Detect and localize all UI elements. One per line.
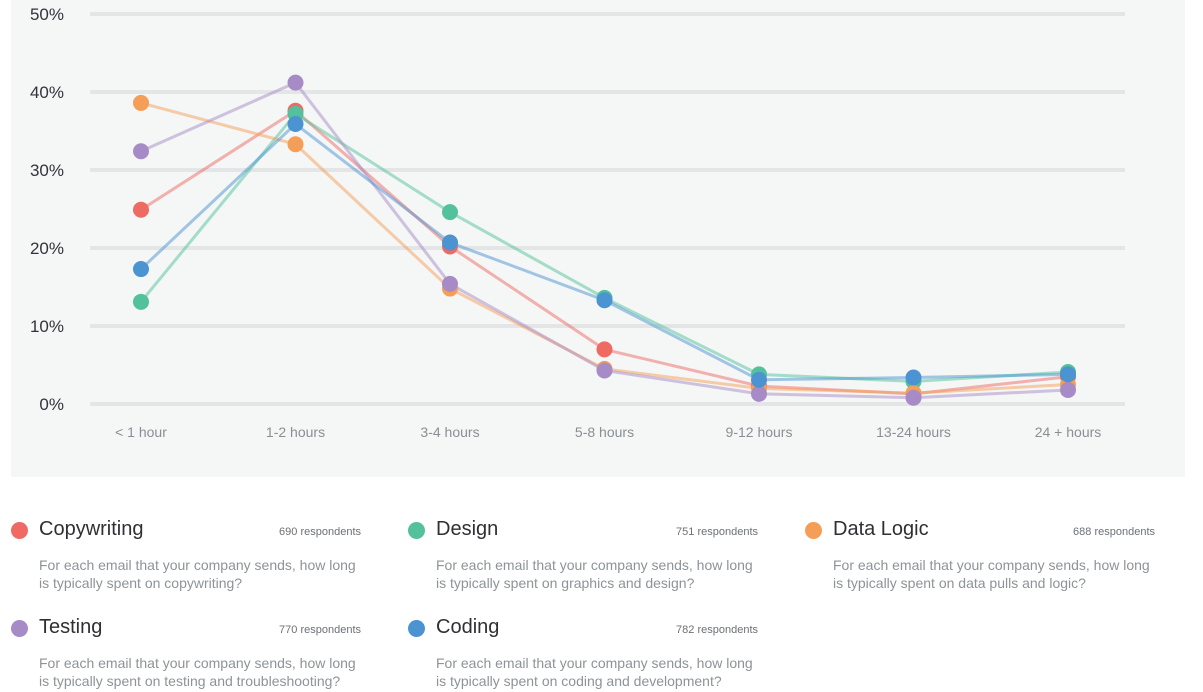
- respondent-count: 782 respondents: [676, 624, 758, 636]
- y-tick-label: 50%: [30, 5, 64, 24]
- y-tick-label: 20%: [30, 239, 64, 258]
- data-point-testing: [133, 143, 149, 160]
- data-logic-dot-icon: [805, 522, 822, 539]
- data-point-testing: [287, 74, 304, 91]
- coding-dot-icon: [408, 620, 425, 637]
- legend-name: Coding: [436, 616, 500, 638]
- legend-description: For each email that your company sends, …: [833, 557, 1150, 591]
- legend-name: Design: [436, 518, 499, 540]
- data-point-copywriting: [596, 341, 613, 358]
- data-point-testing: [596, 362, 613, 379]
- data-point-design: [133, 293, 149, 310]
- legend-name: Testing: [39, 616, 103, 638]
- line-chart: 0% 10% 20% 30% 40% 50% < 1 hour 1-2 hours 3-4 ho…: [30, 5, 1125, 440]
- legend-description: For each email that your company sends, …: [436, 655, 753, 689]
- y-tick-label: 0%: [39, 395, 64, 414]
- testing-dot-icon: [11, 620, 28, 637]
- respondent-count: 690 respondents: [279, 526, 361, 538]
- chart-panel: 0% 10% 20% 30% 40% 50% < 1 hour 1-2 hours 3-4 ho…: [11, 0, 1185, 477]
- respondent-count: 688 respondents: [1073, 526, 1155, 538]
- legend-description: For each email that your company sends, …: [436, 557, 753, 591]
- x-tick-label: 3-4 hours: [420, 424, 479, 440]
- x-tick-label: 1-2 hours: [266, 424, 325, 440]
- data-point-copywriting: [133, 201, 149, 218]
- y-tick-label: 30%: [30, 161, 64, 180]
- data-point-coding: [1060, 366, 1076, 383]
- legend-name: Copywriting: [39, 518, 144, 540]
- data-point-testing: [1060, 381, 1076, 398]
- data-point-testing: [751, 385, 767, 402]
- data-point-testing: [442, 275, 458, 292]
- legend-description: For each email that your company sends, …: [39, 557, 356, 591]
- data-point-coding: [596, 292, 613, 309]
- data-point-coding: [133, 261, 149, 278]
- copywriting-dot-icon: [11, 522, 28, 539]
- x-tick-label: 5-8 hours: [575, 424, 634, 440]
- data-point-testing: [905, 389, 922, 406]
- data-point-coding: [751, 371, 767, 388]
- y-tick-label: 10%: [30, 317, 64, 336]
- data-point-data-logic: [287, 136, 304, 153]
- legend-name: Data Logic: [833, 518, 929, 540]
- data-point-coding: [287, 115, 304, 132]
- data-point-data-logic: [133, 94, 149, 111]
- x-tick-label: 13-24 hours: [876, 424, 951, 440]
- data-point-coding: [905, 369, 922, 386]
- respondent-count: 751 respondents: [676, 526, 758, 538]
- x-tick-label: < 1 hour: [115, 424, 167, 440]
- y-tick-label: 40%: [30, 83, 64, 102]
- respondent-count: 770 respondents: [279, 624, 361, 636]
- legend-description: For each email that your company sends, …: [39, 655, 356, 689]
- data-point-coding: [442, 234, 458, 251]
- design-dot-icon: [408, 522, 425, 539]
- data-point-design: [442, 204, 458, 221]
- x-tick-label: 24 + hours: [1035, 424, 1102, 440]
- x-tick-label: 9-12 hours: [726, 424, 793, 440]
